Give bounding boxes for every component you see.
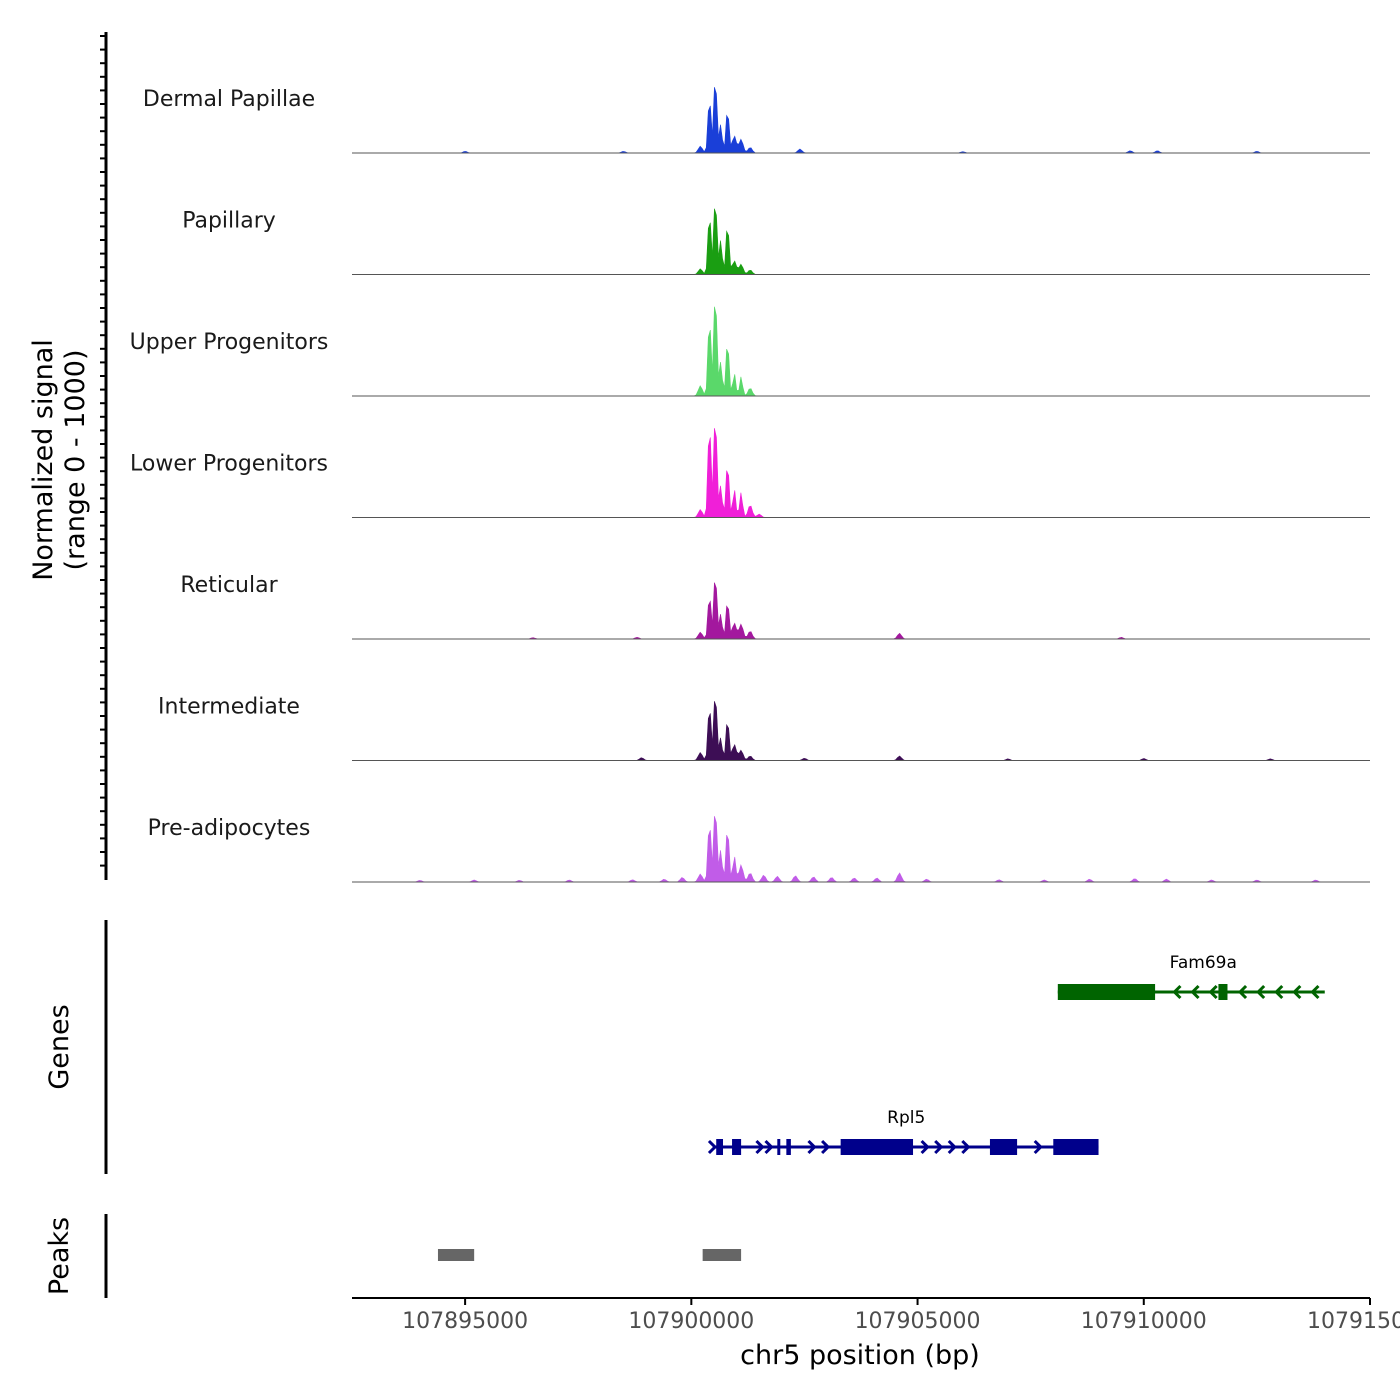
x-tick-label: 107910000 <box>1081 1309 1207 1334</box>
x-tick-label: 107895000 <box>402 1309 528 1334</box>
track-label: Upper Progenitors <box>130 330 329 355</box>
track-label: Pre-adipocytes <box>148 816 311 841</box>
peaks-y-label: Peaks <box>44 1217 75 1295</box>
gene-exon <box>840 1139 914 1155</box>
signal-area <box>352 208 1370 275</box>
strand-arrow <box>1256 984 1266 1000</box>
gene-exon <box>716 1139 724 1155</box>
gene-exon <box>1218 984 1228 1000</box>
gene-exon <box>989 1139 1018 1155</box>
track-label: Lower Progenitors <box>130 452 328 477</box>
strand-arrow <box>707 1139 718 1155</box>
strand-arrow <box>1237 984 1248 1000</box>
coverage-y-ticks <box>100 35 106 867</box>
strand-arrow <box>1274 984 1284 1000</box>
strand-arrow <box>755 1139 765 1155</box>
x-tick-label: 107900000 <box>628 1309 754 1334</box>
strand-arrow <box>821 1139 831 1155</box>
gene-exon <box>732 1139 742 1155</box>
track-label: Dermal Papillae <box>143 87 315 112</box>
coverage-tracks: Dermal Papillae Papillary Upper Progenitor… <box>130 87 1370 883</box>
track-upper-progenitors: Upper Progenitors <box>130 306 1370 397</box>
strand-arrow <box>934 1139 944 1155</box>
strand-arrow <box>920 1139 930 1155</box>
peak-region <box>702 1249 742 1261</box>
x-axis-ticks: 107895000 107900000 107905000 107910000 1079… <box>402 1298 1400 1334</box>
strand-arrow <box>1172 984 1182 1000</box>
gene-exon <box>1053 1139 1099 1155</box>
gene-rpl5: Rpl5 <box>707 1108 1099 1155</box>
peaks-track <box>437 1249 742 1261</box>
signal-area <box>352 428 1370 518</box>
coverage-y-label: Normalized signal <box>28 339 59 581</box>
x-tick-label: 107905000 <box>855 1309 981 1334</box>
track-intermediate: Intermediate <box>158 695 1370 761</box>
gene-label: Rpl5 <box>887 1108 925 1128</box>
strand-arrow <box>1033 1139 1043 1155</box>
signal-area <box>352 87 1370 154</box>
signal-area <box>352 582 1370 640</box>
gene-exon <box>777 1139 781 1155</box>
signal-area <box>352 701 1370 761</box>
track-papillary: Papillary <box>182 209 1370 275</box>
gene-exon <box>786 1139 791 1155</box>
strand-arrow <box>1208 984 1218 1000</box>
x-axis-label: chr5 position (bp) <box>740 1340 980 1371</box>
gene-label: Fam69a <box>1170 953 1237 973</box>
signal-area <box>352 306 1370 397</box>
strand-arrow <box>1292 984 1302 1000</box>
signal-area <box>352 816 1370 883</box>
strand-arrow <box>764 1139 774 1155</box>
strand-arrow <box>1190 984 1200 1000</box>
gene-exon <box>1057 984 1156 1000</box>
gene-fam69a: Fam69a <box>1057 953 1325 1000</box>
x-tick-label: 107915000 <box>1307 1309 1400 1334</box>
coverage-y-label-range: (range 0 - 1000) <box>60 350 91 571</box>
strand-arrow <box>807 1139 817 1155</box>
track-reticular: Reticular <box>180 573 1370 640</box>
strand-arrow <box>947 1139 957 1155</box>
track-dermal-papillae: Dermal Papillae <box>143 87 1370 154</box>
strand-arrow <box>961 1139 971 1155</box>
track-label: Intermediate <box>158 695 300 720</box>
track-label: Reticular <box>180 573 278 598</box>
genes-track: Fam69a Rpl5 <box>707 953 1325 1155</box>
track-label: Papillary <box>182 209 276 234</box>
genes-y-label: Genes <box>44 1004 75 1089</box>
peak-region <box>437 1249 475 1261</box>
track-pre-adipocytes: Pre-adipocytes <box>148 816 1370 883</box>
strand-arrow <box>1310 984 1320 1000</box>
track-lower-progenitors: Lower Progenitors <box>130 428 1370 518</box>
